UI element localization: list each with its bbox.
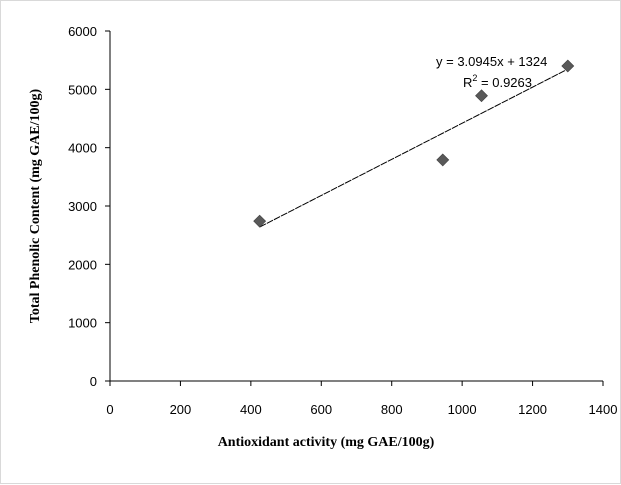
y-tick-label: 4000 [68,141,97,156]
x-tick-label: 800 [381,402,403,417]
x-axis-ticks: 0 200 400 600 800 1000 1200 1400 [106,381,617,417]
y-axis-ticks: 0 1000 2000 3000 4000 5000 6000 [68,24,110,389]
y-axis-title: Total Phenolic Content (mg GAE/100g) [28,88,43,323]
trendline-group [259,68,569,228]
y-tick-label: 3000 [68,199,97,214]
x-tick-label: 1000 [448,402,477,417]
y-tick-label: 2000 [68,257,97,272]
data-point-diamond [561,59,575,73]
r-squared-label: R2 = 0.9263 [463,73,532,90]
x-tick-label: 1200 [518,402,547,417]
trendline-equation: y = 3.0945x + 1324 [436,54,547,69]
y-tick-label: 6000 [68,24,97,39]
data-point-diamond [475,89,488,103]
x-tick-label: 0 [106,402,113,417]
data-point-diamond [253,214,267,228]
data-points [253,59,575,228]
x-tick-label: 400 [240,402,262,417]
r-squared-prefix: R [463,75,472,90]
x-axis-title: Antioxidant activity (mg GAE/100g) [218,435,435,450]
r-squared-superscript: 2 [472,73,477,83]
x-tick-label: 200 [170,402,192,417]
y-tick-label: 0 [90,374,97,389]
y-tick-label: 1000 [68,316,97,331]
r-squared-value: = 0.9263 [477,75,532,90]
y-tick-label: 5000 [68,82,97,97]
trendline [259,68,569,228]
data-point-diamond [436,153,450,167]
x-tick-label: 1400 [589,402,618,417]
x-tick-label: 600 [310,402,332,417]
